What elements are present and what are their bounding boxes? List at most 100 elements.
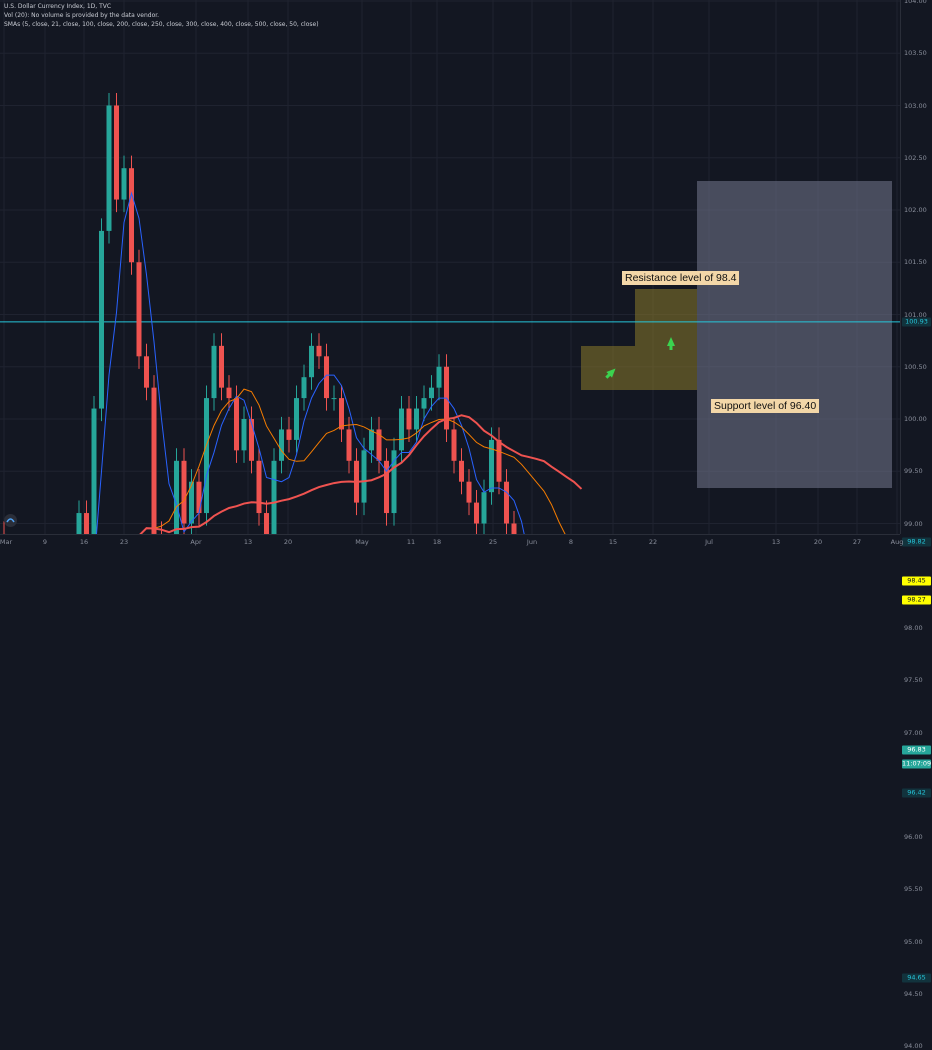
candle-body xyxy=(272,461,277,534)
candle-body xyxy=(474,503,479,524)
candle-body xyxy=(407,409,412,430)
time-tick-label: 25 xyxy=(489,538,497,546)
candle-body xyxy=(414,409,419,430)
price-chart[interactable] xyxy=(0,0,900,534)
time-tick-label: Mar xyxy=(0,538,12,546)
price-tag: 100.93 xyxy=(902,317,931,326)
price-tick-label: 102.50 xyxy=(904,154,927,162)
candle-body xyxy=(182,461,187,524)
sma-indicator-label[interactable]: SMAs (5, close, 21, close, 100, close, 2… xyxy=(4,20,319,29)
price-tick-label: 97.00 xyxy=(904,729,923,737)
time-tick-label: 16 xyxy=(80,538,88,546)
time-tick-label: 27 xyxy=(853,538,861,546)
candle-body xyxy=(489,440,494,492)
price-tick-label: 101.50 xyxy=(904,258,927,266)
price-tick-label: 94.00 xyxy=(904,1042,923,1050)
candle-body xyxy=(257,461,262,513)
time-tick-label: 13 xyxy=(244,538,252,546)
candle-body xyxy=(174,461,179,534)
candle-body xyxy=(152,388,157,534)
candle-body xyxy=(467,482,472,503)
moving-average-line xyxy=(4,415,582,534)
time-tick-label: 18 xyxy=(433,538,441,546)
candle-body xyxy=(144,356,149,387)
candle-body xyxy=(227,388,232,398)
price-tag: 96.42 xyxy=(902,789,931,798)
price-tick-label: 95.50 xyxy=(904,885,923,893)
candle-body xyxy=(77,513,82,534)
candle-body xyxy=(99,231,104,409)
time-tick-label: May xyxy=(355,538,368,546)
time-tick-label: 9 xyxy=(43,538,47,546)
price-tag: 11:07:09 xyxy=(902,759,931,768)
candle-body xyxy=(452,429,457,460)
price-tick-label: 98.00 xyxy=(904,624,923,632)
candle-body xyxy=(422,398,427,408)
time-tick-label: Aug xyxy=(891,538,904,546)
candle-body xyxy=(92,409,97,534)
price-tag: 96.83 xyxy=(902,746,931,755)
price-tick-label: 96.00 xyxy=(904,833,923,841)
price-tick-label: 100.50 xyxy=(904,363,927,371)
chart-area[interactable]: U.S. Dollar Currency Index, 1D, TVC Vol … xyxy=(0,0,900,534)
time-tick-label: Jun xyxy=(527,538,537,546)
candle-body xyxy=(212,346,217,398)
candle-body xyxy=(219,346,224,388)
moving-average-line xyxy=(4,389,582,534)
candle-body xyxy=(392,450,397,513)
time-tick-label: 13 xyxy=(772,538,780,546)
chart-legend: U.S. Dollar Currency Index, 1D, TVC Vol … xyxy=(4,2,319,29)
candle-body xyxy=(264,513,269,534)
candle-body xyxy=(369,429,374,450)
symbol-title[interactable]: U.S. Dollar Currency Index, 1D, TVC xyxy=(4,2,319,11)
candle-body xyxy=(197,482,202,513)
candle-body xyxy=(482,492,487,523)
price-tick-label: 103.00 xyxy=(904,102,927,110)
candle-body xyxy=(129,168,134,262)
price-tag: 94.65 xyxy=(902,974,931,983)
candle-body xyxy=(399,409,404,451)
candle-body xyxy=(137,262,142,356)
candle-body xyxy=(234,398,239,450)
candle-body xyxy=(347,429,352,460)
price-tick-label: 94.50 xyxy=(904,990,923,998)
price-tag: 98.82 xyxy=(902,538,931,547)
price-tick-label: 102.00 xyxy=(904,206,927,214)
resistance-annotation[interactable]: Resistance level of 98.4 xyxy=(622,271,739,285)
candle-body xyxy=(332,398,337,399)
time-tick-label: 20 xyxy=(814,538,822,546)
candle-body xyxy=(429,388,434,398)
candle-body xyxy=(362,450,367,502)
price-tag: 98.27 xyxy=(902,595,931,604)
time-tick-label: 15 xyxy=(609,538,617,546)
price-tick-label: 99.50 xyxy=(904,467,923,475)
time-tick-label: 22 xyxy=(649,538,657,546)
candle-body xyxy=(294,398,299,440)
candle-body xyxy=(302,377,307,398)
target-zone xyxy=(581,289,697,390)
price-tick-label: 100.00 xyxy=(904,415,927,423)
candle-body xyxy=(84,513,89,534)
candle-body xyxy=(497,440,502,482)
candle-body xyxy=(317,346,322,356)
support-annotation[interactable]: Support level of 96.40 xyxy=(711,399,819,413)
time-tick-label: 8 xyxy=(569,538,573,546)
time-tick-label: Apr xyxy=(190,538,201,546)
candle-body xyxy=(437,367,442,388)
tradingview-logo-icon[interactable] xyxy=(4,514,17,527)
candle-body xyxy=(114,106,119,200)
price-tick-label: 99.00 xyxy=(904,520,923,528)
projection-box xyxy=(697,181,892,488)
candle-body xyxy=(107,106,112,231)
price-tick-label: 95.00 xyxy=(904,938,923,946)
candle-body xyxy=(339,398,344,429)
candle-body xyxy=(242,419,247,450)
volume-indicator-label[interactable]: Vol (20): No volume is provided by the d… xyxy=(4,11,319,20)
moving-average-line xyxy=(4,193,582,534)
time-tick-label: 11 xyxy=(407,538,415,546)
time-tick-label: 20 xyxy=(284,538,292,546)
candle-body xyxy=(249,419,254,461)
candle-body xyxy=(512,524,517,535)
